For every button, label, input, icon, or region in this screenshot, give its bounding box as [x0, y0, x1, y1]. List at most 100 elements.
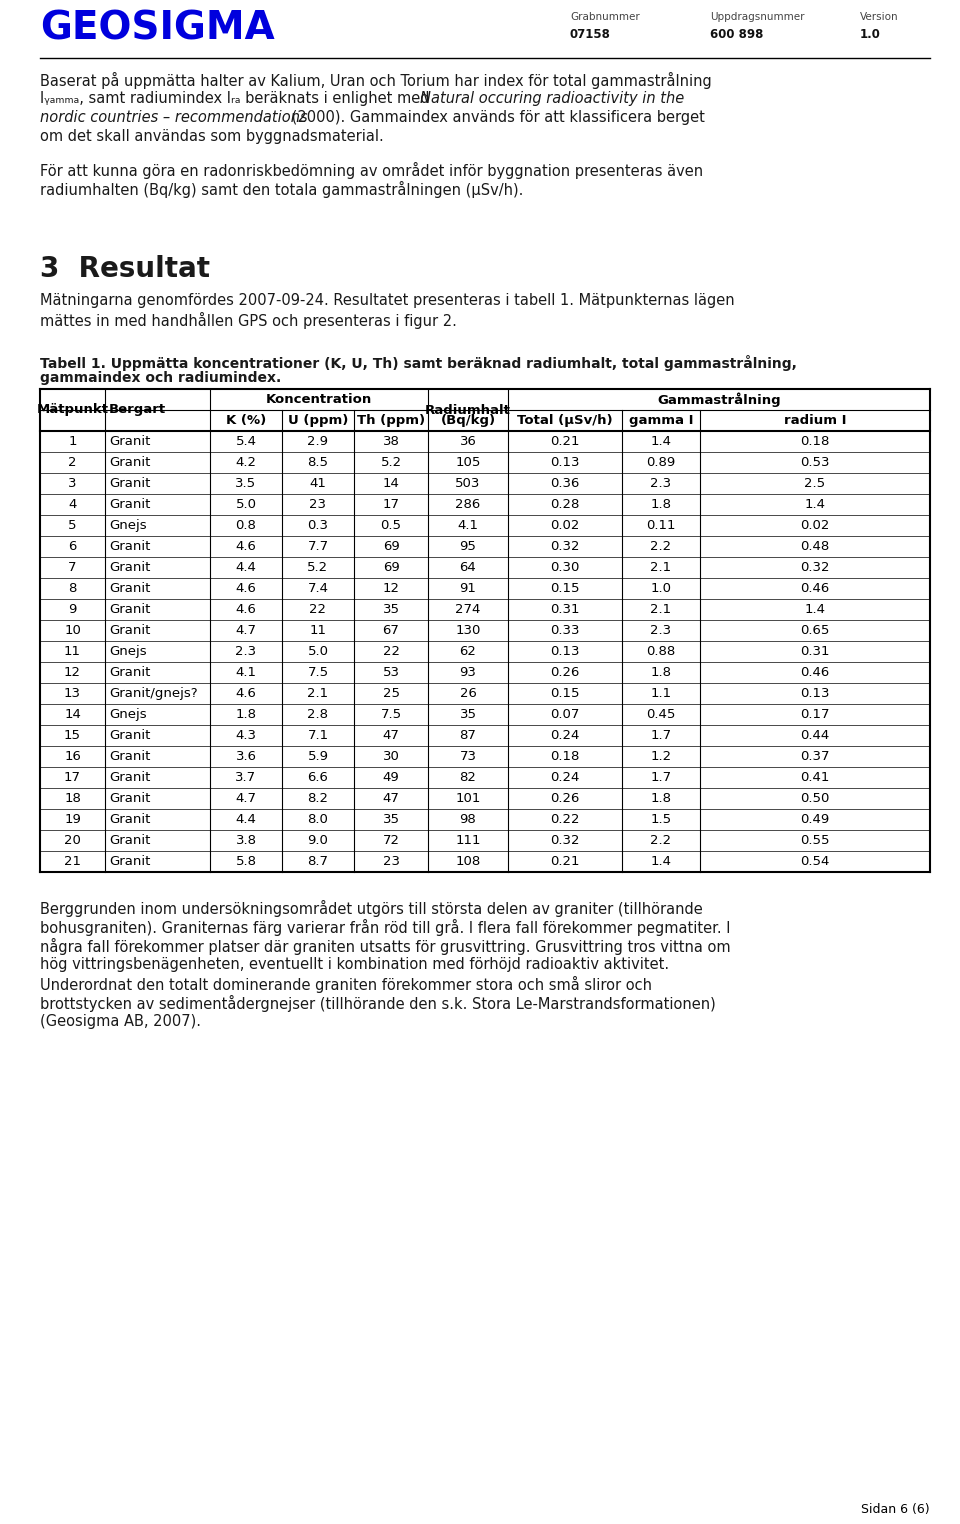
Text: 8.7: 8.7: [307, 855, 328, 869]
Text: Berggrunden inom undersökningsområdet utgörs till största delen av graniter (til: Berggrunden inom undersökningsområdet ut…: [40, 901, 703, 917]
Text: 0.21: 0.21: [550, 855, 580, 869]
Text: 20: 20: [64, 834, 81, 847]
Text: 0.13: 0.13: [550, 645, 580, 658]
Text: 0.15: 0.15: [550, 582, 580, 594]
Text: 0.89: 0.89: [646, 456, 676, 469]
Text: 25: 25: [382, 687, 399, 700]
Text: 0.02: 0.02: [550, 520, 580, 532]
Text: (2000). Gammaindex används för att klassificera berget: (2000). Gammaindex används för att klass…: [287, 110, 705, 125]
Text: 0.24: 0.24: [550, 771, 580, 783]
Text: 72: 72: [382, 834, 399, 847]
Text: 3: 3: [68, 477, 77, 491]
Text: 2.1: 2.1: [307, 687, 328, 700]
Text: 82: 82: [460, 771, 476, 783]
Text: 0.32: 0.32: [801, 561, 829, 575]
Text: 7.7: 7.7: [307, 539, 328, 553]
Text: 1.5: 1.5: [651, 812, 672, 826]
Text: 0.48: 0.48: [801, 539, 829, 553]
Text: 8.5: 8.5: [307, 456, 328, 469]
Text: 11: 11: [64, 645, 81, 658]
Text: 3.8: 3.8: [235, 834, 256, 847]
Text: 47: 47: [383, 728, 399, 742]
Text: 38: 38: [383, 434, 399, 448]
Text: 111: 111: [455, 834, 481, 847]
Text: Granit: Granit: [109, 539, 151, 553]
Text: 53: 53: [382, 666, 399, 680]
Text: brottstycken av sedimentådergnejser (tillhörande den s.k. Stora Le-Marstrandsfor: brottstycken av sedimentådergnejser (til…: [40, 995, 716, 1012]
Text: Granit: Granit: [109, 792, 151, 805]
Text: Granit: Granit: [109, 582, 151, 594]
Text: 15: 15: [64, 728, 81, 742]
Text: 4.6: 4.6: [235, 604, 256, 616]
Text: 8.0: 8.0: [307, 812, 328, 826]
Text: gamma I: gamma I: [629, 415, 693, 427]
Text: För att kunna göra en radonriskbedömning av området inför byggnation presenteras: För att kunna göra en radonriskbedömning…: [40, 162, 703, 178]
Text: 12: 12: [382, 582, 399, 594]
Text: 0.32: 0.32: [550, 834, 580, 847]
Text: 0.55: 0.55: [801, 834, 829, 847]
Text: 5.2: 5.2: [380, 456, 401, 469]
Text: 7.5: 7.5: [380, 709, 401, 721]
Text: 0.18: 0.18: [801, 434, 829, 448]
Text: 0.5: 0.5: [380, 520, 401, 532]
Text: 0.65: 0.65: [801, 623, 829, 637]
Text: 3  Resultat: 3 Resultat: [40, 255, 210, 283]
Text: 503: 503: [455, 477, 481, 491]
Text: 600 898: 600 898: [710, 27, 763, 41]
Text: 0.54: 0.54: [801, 855, 829, 869]
Text: 0.45: 0.45: [646, 709, 676, 721]
Text: 1: 1: [68, 434, 77, 448]
Text: gammaindex och radiumindex.: gammaindex och radiumindex.: [40, 370, 281, 386]
Text: 4.1: 4.1: [458, 520, 478, 532]
Text: 1.7: 1.7: [651, 728, 672, 742]
Text: 0.50: 0.50: [801, 792, 829, 805]
Text: 14: 14: [64, 709, 81, 721]
Text: 1.8: 1.8: [651, 792, 671, 805]
Text: (Bq/kg): (Bq/kg): [441, 415, 495, 427]
Text: 87: 87: [460, 728, 476, 742]
Text: Gnejs: Gnejs: [109, 709, 147, 721]
Text: 10: 10: [64, 623, 81, 637]
Text: 91: 91: [460, 582, 476, 594]
Text: 14: 14: [383, 477, 399, 491]
Text: Tabell 1. Uppmätta koncentrationer (K, U, Th) samt beräknad radiumhalt, total ga: Tabell 1. Uppmätta koncentrationer (K, U…: [40, 355, 797, 370]
Text: 2.1: 2.1: [651, 604, 672, 616]
Text: 16: 16: [64, 750, 81, 764]
Text: 18: 18: [64, 792, 81, 805]
Text: 22: 22: [309, 604, 326, 616]
Text: 0.26: 0.26: [550, 666, 580, 680]
Text: 8: 8: [68, 582, 77, 594]
Text: 3.5: 3.5: [235, 477, 256, 491]
Text: radium I: radium I: [783, 415, 847, 427]
Text: Granit: Granit: [109, 623, 151, 637]
Text: 0.36: 0.36: [550, 477, 580, 491]
Text: 2.3: 2.3: [235, 645, 256, 658]
Text: 07158: 07158: [570, 27, 611, 41]
Text: K (%): K (%): [226, 415, 266, 427]
Text: 13: 13: [64, 687, 81, 700]
Text: 30: 30: [383, 750, 399, 764]
Text: 62: 62: [460, 645, 476, 658]
Text: 4.1: 4.1: [235, 666, 256, 680]
Text: Granit: Granit: [109, 834, 151, 847]
Text: 23: 23: [382, 855, 399, 869]
Text: 35: 35: [382, 812, 399, 826]
Text: 2.3: 2.3: [651, 623, 672, 637]
Text: Gnejs: Gnejs: [109, 645, 147, 658]
Text: Natural occuring radioactivity in the: Natural occuring radioactivity in the: [420, 91, 684, 107]
Text: 64: 64: [460, 561, 476, 575]
Text: GEOSIGMA: GEOSIGMA: [40, 11, 275, 47]
Text: 0.30: 0.30: [550, 561, 580, 575]
Text: Granit: Granit: [109, 604, 151, 616]
Text: 9.0: 9.0: [307, 834, 328, 847]
Text: Uppdragsnummer: Uppdragsnummer: [710, 12, 804, 21]
Text: Sidan 6 (6): Sidan 6 (6): [861, 1504, 930, 1516]
Text: hög vittringsbenägenheten, eventuellt i kombination med förhöjd radioaktiv aktiv: hög vittringsbenägenheten, eventuellt i …: [40, 957, 669, 972]
Text: 0.24: 0.24: [550, 728, 580, 742]
Text: 5: 5: [68, 520, 77, 532]
Text: 0.07: 0.07: [550, 709, 580, 721]
Text: (Geosigma AB, 2007).: (Geosigma AB, 2007).: [40, 1013, 201, 1029]
Text: 2.2: 2.2: [651, 539, 672, 553]
Text: 130: 130: [455, 623, 481, 637]
Text: 9: 9: [68, 604, 77, 616]
